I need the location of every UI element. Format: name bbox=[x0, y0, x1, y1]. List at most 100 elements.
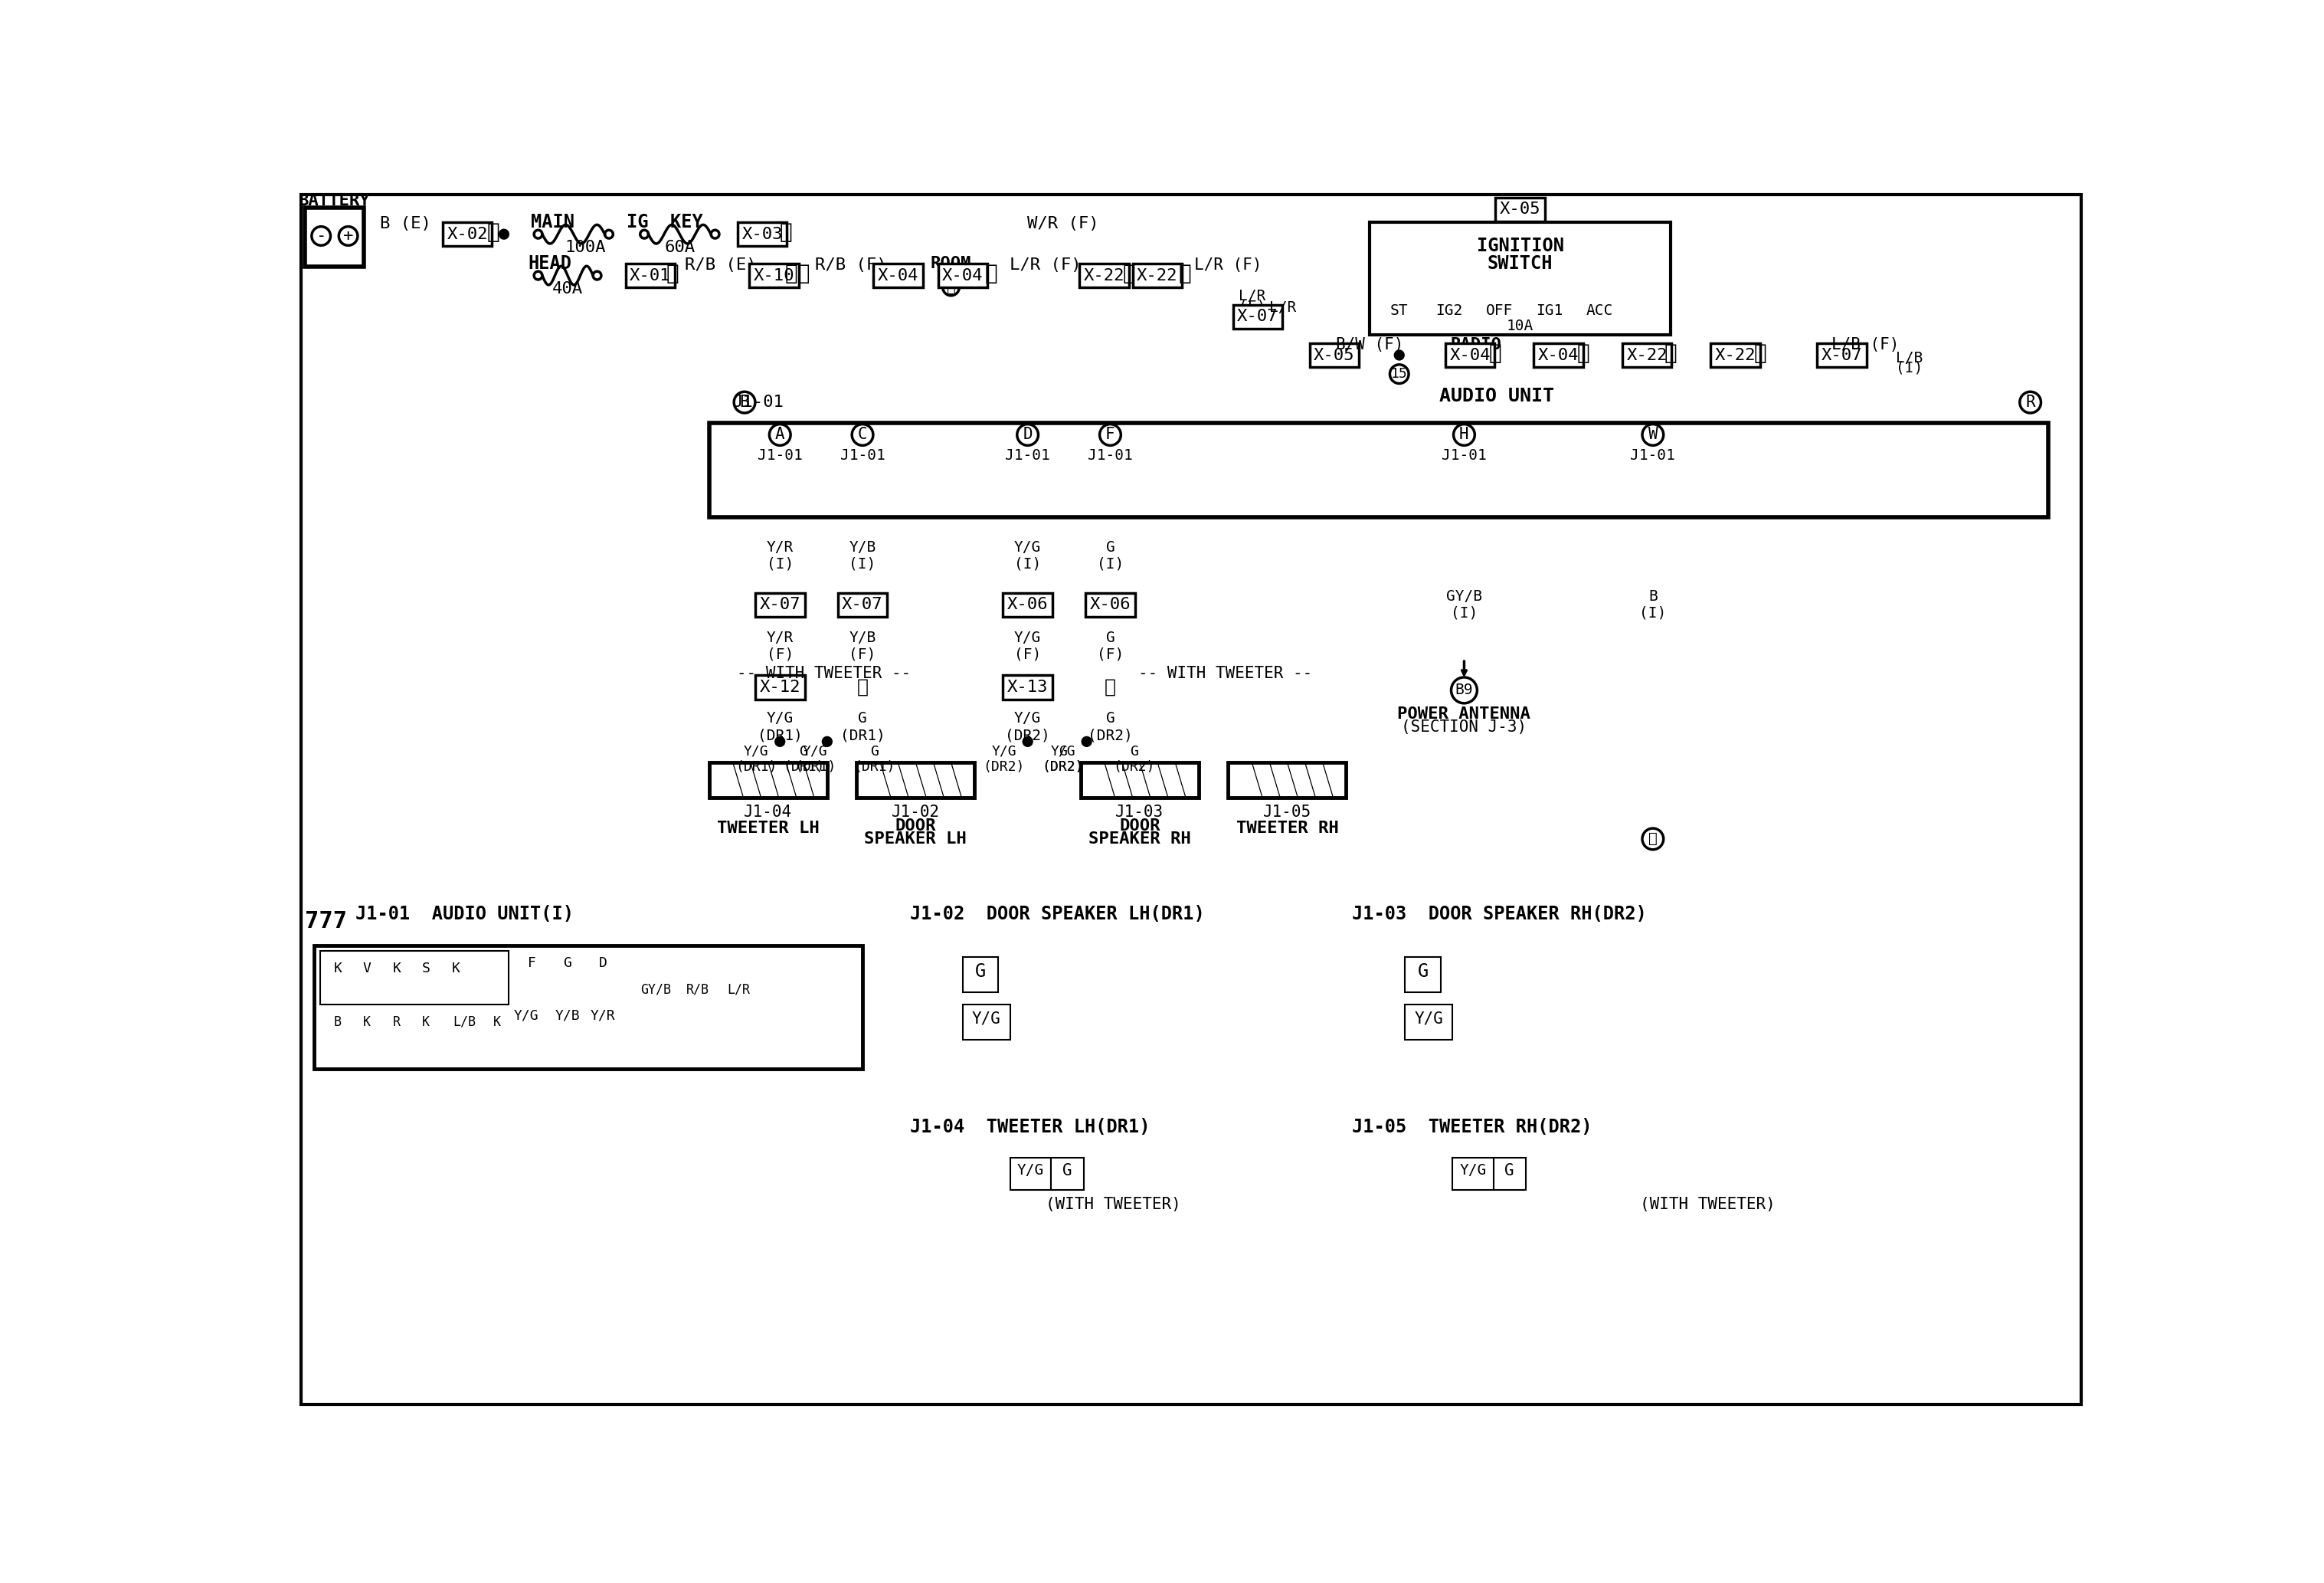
Text: TWEETER RH: TWEETER RH bbox=[1236, 820, 1339, 836]
Circle shape bbox=[711, 230, 718, 239]
Text: C: C bbox=[858, 427, 867, 443]
Text: L/R (F): L/R (F) bbox=[1009, 256, 1081, 272]
Text: ⑦: ⑦ bbox=[1648, 831, 1657, 847]
Text: B
(I): B (I) bbox=[1638, 589, 1666, 621]
Text: L/B: L/B bbox=[453, 1015, 476, 1029]
Text: X-22: X-22 bbox=[1715, 348, 1757, 363]
Text: Y/G
(DR2): Y/G (DR2) bbox=[1041, 744, 1083, 774]
Text: B9: B9 bbox=[1455, 682, 1473, 698]
Text: ≫: ≫ bbox=[779, 222, 792, 244]
Text: G: G bbox=[1504, 1164, 1515, 1178]
Text: SWITCH: SWITCH bbox=[1487, 255, 1552, 272]
Text: K: K bbox=[451, 962, 460, 975]
Text: +: + bbox=[344, 228, 353, 244]
Bar bbox=[709, 423, 2047, 518]
Text: R/B: R/B bbox=[686, 983, 709, 996]
Text: G
(DR2): G (DR2) bbox=[1088, 711, 1132, 742]
Text: GY/B: GY/B bbox=[641, 983, 672, 996]
Text: 40A: 40A bbox=[553, 280, 583, 296]
Circle shape bbox=[639, 230, 648, 239]
Bar bbox=[962, 1004, 1011, 1040]
Bar bbox=[697, 662, 951, 886]
Text: G
(DR1): G (DR1) bbox=[783, 744, 825, 774]
Text: J1-01: J1-01 bbox=[732, 394, 783, 410]
Text: ACC: ACC bbox=[1587, 304, 1613, 318]
Text: S: S bbox=[423, 962, 430, 975]
Text: POWER ANTENNA: POWER ANTENNA bbox=[1397, 706, 1532, 722]
Text: (F): (F) bbox=[1239, 299, 1264, 313]
Text: ≫≫: ≫≫ bbox=[786, 263, 811, 285]
Circle shape bbox=[734, 391, 755, 413]
Text: Y/G: Y/G bbox=[1415, 1012, 1443, 1026]
Text: J1-03  DOOR SPEAKER RH(DR2): J1-03 DOOR SPEAKER RH(DR2) bbox=[1353, 905, 1648, 923]
Circle shape bbox=[1099, 424, 1120, 445]
Bar bbox=[1406, 958, 1441, 993]
Text: L/R (F): L/R (F) bbox=[1195, 256, 1262, 272]
Text: V: V bbox=[363, 962, 372, 975]
Text: Y/G
(DR2): Y/G (DR2) bbox=[983, 744, 1025, 774]
Text: G
(DR2): G (DR2) bbox=[1041, 744, 1083, 774]
Text: X-13: X-13 bbox=[1006, 679, 1048, 695]
Text: J1-01: J1-01 bbox=[1088, 448, 1132, 462]
Text: ≫: ≫ bbox=[1755, 342, 1766, 364]
Circle shape bbox=[593, 271, 602, 280]
Text: L/R: L/R bbox=[727, 983, 751, 996]
Text: D: D bbox=[1023, 427, 1032, 443]
Text: ≫: ≫ bbox=[1104, 678, 1116, 697]
Circle shape bbox=[1394, 351, 1404, 359]
Text: J1-01: J1-01 bbox=[1006, 448, 1050, 462]
Text: K: K bbox=[393, 962, 400, 975]
Text: J1-03: J1-03 bbox=[1116, 804, 1164, 820]
Circle shape bbox=[535, 271, 541, 280]
Text: G: G bbox=[1418, 962, 1429, 981]
Text: ≫: ≫ bbox=[1487, 342, 1501, 364]
Text: MAIN: MAIN bbox=[532, 214, 574, 231]
Text: (WITH TWEETER): (WITH TWEETER) bbox=[1641, 1197, 1776, 1213]
Text: X-22: X-22 bbox=[1136, 268, 1178, 283]
Text: 10A: 10A bbox=[1506, 318, 1534, 332]
Circle shape bbox=[1018, 424, 1039, 445]
Text: ROOM: ROOM bbox=[930, 256, 971, 271]
Text: W: W bbox=[1648, 427, 1657, 443]
Circle shape bbox=[1023, 738, 1032, 746]
Text: AUDIO UNIT: AUDIO UNIT bbox=[1439, 388, 1555, 405]
Text: J1-01: J1-01 bbox=[1441, 448, 1487, 462]
Text: X-01: X-01 bbox=[630, 268, 672, 283]
Text: Y/B
(F): Y/B (F) bbox=[848, 630, 876, 662]
Text: (I): (I) bbox=[1896, 361, 1922, 375]
Text: X-07: X-07 bbox=[841, 597, 883, 613]
Text: K: K bbox=[423, 1015, 430, 1029]
Text: ①: ① bbox=[946, 280, 955, 294]
Text: ≫: ≫ bbox=[985, 263, 997, 285]
Text: G
(F): G (F) bbox=[1097, 630, 1125, 662]
Text: X-07: X-07 bbox=[760, 597, 799, 613]
Text: 100A: 100A bbox=[565, 239, 607, 255]
Text: ≫: ≫ bbox=[1578, 342, 1590, 364]
Text: X-07: X-07 bbox=[1236, 309, 1278, 325]
Text: IG2: IG2 bbox=[1436, 304, 1462, 318]
Text: L/R: L/R bbox=[1239, 288, 1264, 304]
Text: J1-04: J1-04 bbox=[744, 804, 792, 820]
Text: G: G bbox=[976, 962, 985, 981]
Text: J1-01  AUDIO UNIT(I): J1-01 AUDIO UNIT(I) bbox=[356, 905, 574, 923]
Bar bbox=[304, 207, 365, 266]
Text: G
(DR1): G (DR1) bbox=[853, 744, 895, 774]
Text: L/R: L/R bbox=[1269, 301, 1297, 315]
Text: J1-02  DOOR SPEAKER LH(DR1): J1-02 DOOR SPEAKER LH(DR1) bbox=[909, 905, 1204, 923]
Text: H: H bbox=[1459, 427, 1469, 443]
Text: X-10: X-10 bbox=[753, 268, 795, 283]
Text: B/W (F): B/W (F) bbox=[1336, 337, 1404, 351]
Text: X-22: X-22 bbox=[1083, 268, 1125, 283]
Text: Y/G: Y/G bbox=[1459, 1164, 1487, 1178]
Text: Y/G
(DR1): Y/G (DR1) bbox=[734, 744, 776, 774]
Text: Y/B: Y/B bbox=[555, 1008, 581, 1023]
Circle shape bbox=[1450, 678, 1478, 703]
Text: GY/B
(I): GY/B (I) bbox=[1446, 589, 1483, 621]
Text: J1-01: J1-01 bbox=[1631, 448, 1676, 462]
Circle shape bbox=[339, 226, 358, 245]
Bar bbox=[962, 958, 999, 993]
Bar bbox=[1452, 1157, 1494, 1190]
Text: TWEETER LH: TWEETER LH bbox=[716, 820, 820, 836]
Text: G: G bbox=[562, 956, 572, 970]
Bar bbox=[1050, 1157, 1083, 1190]
